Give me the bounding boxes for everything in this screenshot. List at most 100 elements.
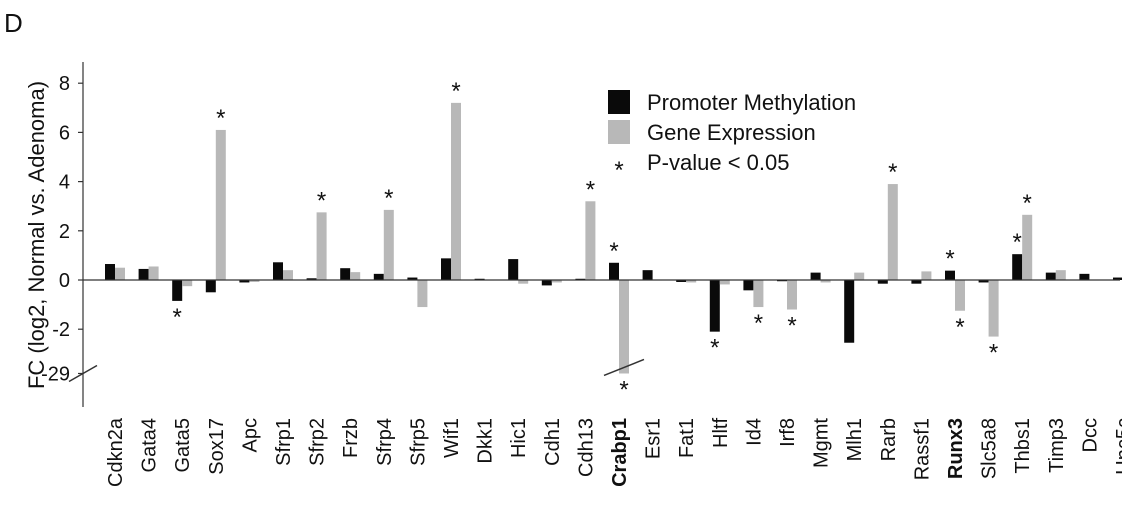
expression-bar <box>451 102 461 280</box>
x-tick-label: Sfrp2 <box>307 418 329 466</box>
expression-bar <box>854 272 865 280</box>
significance-star: * <box>888 159 897 186</box>
significance-star: * <box>989 340 998 367</box>
significance-star: * <box>317 187 326 214</box>
expression-bar <box>518 280 529 284</box>
x-tick-label: Sox17 <box>206 418 228 475</box>
legend-label-expression: Gene Expression <box>647 120 816 145</box>
x-tick-label: Mgmt <box>811 418 833 468</box>
y-tick-label: -29 <box>41 363 70 385</box>
expression-bar <box>383 209 394 280</box>
x-tick-label: Sfrp5 <box>407 418 429 466</box>
methylation-bar <box>373 273 384 280</box>
expression-bar <box>1022 214 1033 280</box>
methylation-bar <box>676 280 687 282</box>
y-axis-ticks: 8 6 4 2 0 -2 -29 <box>41 73 83 385</box>
x-tick-label: Esr1 <box>643 418 665 459</box>
expression-bar <box>619 280 629 374</box>
x-tick-label: Wif1 <box>441 418 463 458</box>
legend-significance-symbol: * <box>614 157 623 184</box>
methylation-bar <box>1113 277 1122 280</box>
methylation-bar <box>474 278 485 280</box>
x-axis-ticks: Cdkn2a Gata4 Gata5 Sox17 Apc Sfrp1 Sfrp2 Frzb Sf… <box>105 417 1122 487</box>
legend: Promoter Methylation Gene Expression * P… <box>608 90 856 184</box>
methylation-bar <box>609 262 619 280</box>
y-tick-label: 6 <box>59 122 70 144</box>
x-tick-label: Sfrp1 <box>273 418 295 466</box>
x-tick-label: Sfrp4 <box>374 418 396 466</box>
legend-label-methylation: Promoter Methylation <box>647 90 856 115</box>
y-axis-label: FC (log2, Normal vs. Adenoma) <box>24 81 49 389</box>
methylation-bar <box>172 280 183 301</box>
x-tick-label: Hic1 <box>508 418 530 458</box>
expression-bar <box>787 280 797 310</box>
legend-label-significance: P-value < 0.05 <box>647 150 789 175</box>
significance-stars: *** ******* ******* <box>173 78 1032 404</box>
x-tick-label: Gata4 <box>139 418 161 472</box>
significance-star: * <box>787 313 796 340</box>
expression-bar <box>249 280 260 282</box>
methylation-bar <box>575 278 586 280</box>
expression-bar <box>1055 270 1066 280</box>
expression-bar <box>887 184 898 280</box>
methylation-bar <box>273 262 283 280</box>
x-tick-label: Slc5a8 <box>979 418 1001 479</box>
methylation-bar <box>441 258 451 280</box>
x-tick-label: Cdkn2a <box>105 417 127 487</box>
methylation-bar <box>508 259 519 280</box>
expression-bar <box>921 271 932 280</box>
significance-star: * <box>451 78 460 105</box>
methylation-bar <box>105 264 115 280</box>
x-tick-label: Crabp1 <box>609 418 631 487</box>
x-tick-label: Mlh1 <box>844 418 866 461</box>
x-tick-label: Irf8 <box>777 418 799 447</box>
methylation-bar <box>978 280 989 283</box>
significance-star: * <box>586 176 595 203</box>
y-tick-label: 0 <box>59 270 70 292</box>
significance-star: * <box>1013 229 1022 256</box>
methylation-bar <box>911 280 922 284</box>
x-tick-label: Thbs1 <box>1012 418 1034 474</box>
expression-bar <box>820 280 831 283</box>
x-tick-label: Hltf <box>710 418 732 448</box>
expression-bar <box>417 280 428 308</box>
y-tick-label: 4 <box>59 172 70 194</box>
x-tick-label: Id4 <box>743 418 765 446</box>
panel-label: D <box>4 8 23 38</box>
x-tick-label: Unc5c <box>1113 418 1122 475</box>
significance-star: * <box>384 185 393 212</box>
expression-bar <box>753 280 764 308</box>
expression-bar <box>585 201 596 280</box>
expression-bar <box>316 212 327 280</box>
methylation-bar <box>205 280 216 293</box>
x-tick-label: Runx3 <box>945 418 967 479</box>
expression-bar <box>215 129 226 280</box>
x-tick-label: Rarb <box>878 418 900 461</box>
significance-star: * <box>173 304 182 331</box>
expression-bar <box>182 280 193 287</box>
significance-star: * <box>945 246 954 273</box>
expression-bar <box>115 267 125 280</box>
x-tick-label: Fat1 <box>676 418 698 458</box>
methylation-bar <box>877 280 888 284</box>
methylation-bar <box>810 272 821 280</box>
x-tick-label: Gata5 <box>172 418 194 472</box>
expression-bar <box>988 280 999 337</box>
bars <box>105 102 1122 374</box>
x-tick-label: Timp3 <box>1046 418 1068 473</box>
x-tick-label: Dkk1 <box>475 418 497 464</box>
y-tick-label: -2 <box>52 319 70 341</box>
y-tick-label: 2 <box>59 221 70 243</box>
significance-star: * <box>955 314 964 341</box>
methylation-bar <box>777 280 787 282</box>
expression-bar <box>283 270 293 280</box>
methylation-bar <box>340 268 351 280</box>
methylation-bar <box>945 270 955 280</box>
legend-swatch-expression <box>608 120 630 144</box>
methylation-bar <box>743 280 754 291</box>
y-axis-break-mark <box>68 364 98 383</box>
methylation-bar <box>541 280 552 286</box>
x-tick-label: Cdh13 <box>575 418 597 477</box>
